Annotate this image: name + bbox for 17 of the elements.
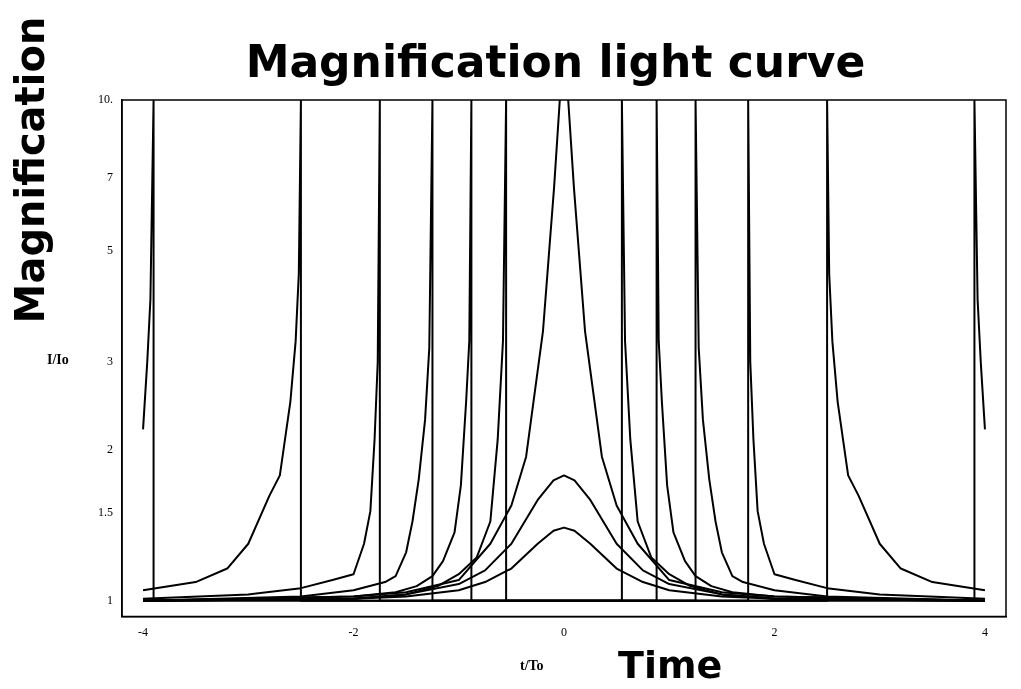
x-tick-label: -2	[348, 624, 359, 639]
y-tick-label: 3	[107, 354, 113, 369]
text: I/Io	[47, 352, 69, 368]
x-tick-label: 4	[981, 624, 988, 639]
y-tick-label: 1	[107, 592, 113, 607]
y-axis-title: Magnification	[7, 16, 53, 324]
chart-title: Magnification light curve	[244, 36, 867, 87]
y-tick-label: 5	[107, 242, 113, 257]
y-tick-label: 2	[107, 442, 113, 457]
x-tick-label: 2	[771, 624, 778, 639]
x-tick-label: -4	[138, 624, 149, 639]
x-tick-label: 0	[561, 624, 567, 639]
y-tick-label: 7	[107, 169, 113, 184]
y-tick-label: 10.	[98, 92, 113, 107]
x-axis-title: Time	[618, 643, 723, 687]
text: t/To	[520, 658, 544, 674]
y-tick-label: 1.5	[98, 504, 113, 519]
